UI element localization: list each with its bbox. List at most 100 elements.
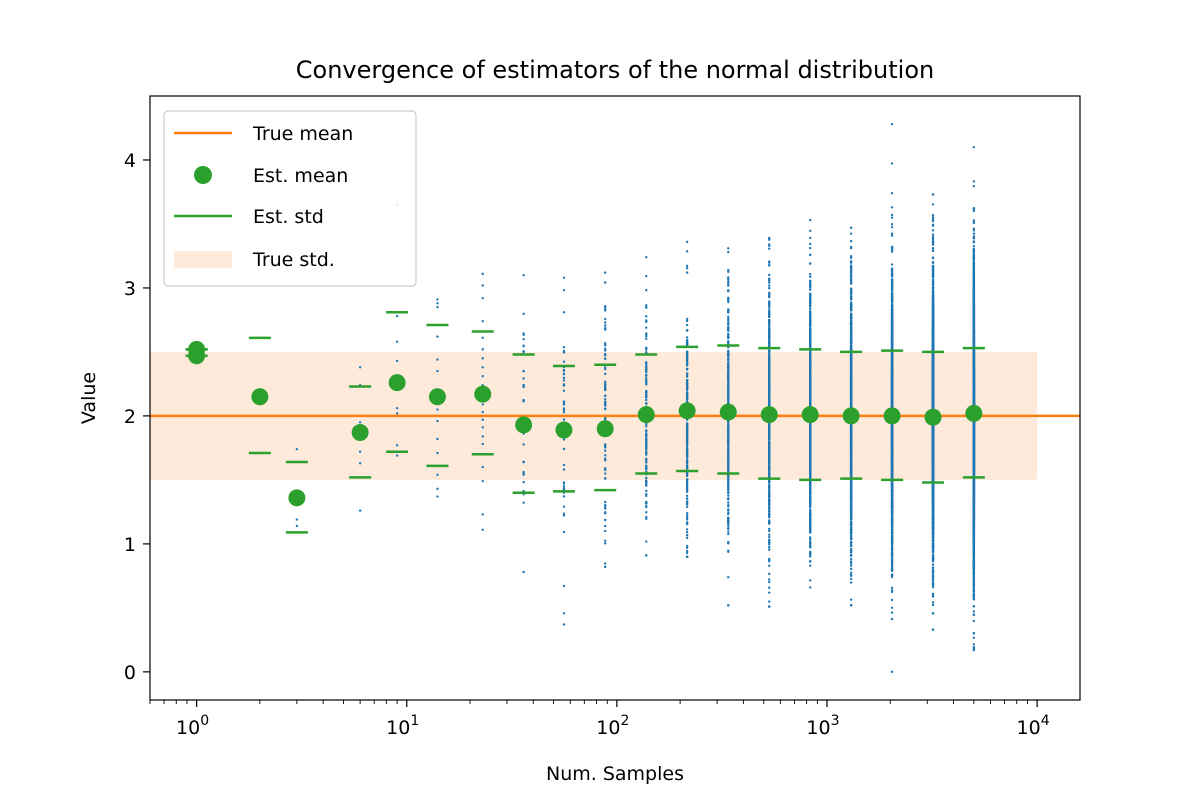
sample-point [481, 272, 484, 276]
sample-point [809, 229, 812, 233]
sample-point [727, 549, 730, 553]
sample-point [727, 509, 730, 512]
sample-point [809, 318, 812, 322]
sample-point [849, 266, 853, 269]
sample-point [727, 437, 730, 440]
sample-point [809, 322, 812, 326]
sample-point [522, 369, 525, 373]
sample-point [768, 328, 771, 332]
sample-point [562, 288, 566, 292]
sample-point [685, 458, 689, 461]
sample-point [727, 315, 730, 319]
sample-point [890, 606, 894, 609]
sample-point [522, 385, 525, 389]
sample-point [685, 319, 689, 323]
sample-point [603, 449, 607, 452]
sample-point [727, 522, 730, 525]
sample-point [562, 468, 566, 471]
sample-point [849, 256, 853, 260]
sample-point [645, 364, 648, 368]
sample-point [645, 274, 648, 278]
sample-point [809, 373, 812, 376]
sample-point [809, 519, 812, 522]
sample-point [562, 482, 566, 485]
sample-point [768, 578, 771, 581]
sample-point [849, 398, 853, 402]
sample-point [645, 517, 648, 521]
sample-point [727, 268, 730, 272]
sample-point [809, 486, 812, 489]
sample-point [603, 401, 607, 404]
sample-point [768, 446, 771, 449]
sample-point [849, 486, 853, 490]
sample-point [603, 382, 607, 386]
sample-point [562, 372, 566, 375]
sample-point [522, 443, 525, 446]
sample-point [727, 362, 730, 366]
sample-point [849, 365, 853, 368]
sample-point [603, 328, 607, 331]
sample-point [645, 511, 648, 514]
sample-point [603, 372, 607, 376]
sample-point [809, 275, 812, 278]
sample-point [603, 305, 607, 308]
sample-point [849, 269, 853, 273]
sample-point [849, 294, 853, 298]
sample-point [562, 438, 566, 441]
sample-point [768, 548, 771, 551]
sample-point [685, 343, 689, 346]
sample-point [562, 311, 566, 314]
sample-point [727, 391, 730, 395]
sample-point [685, 456, 689, 459]
sample-point [645, 483, 648, 487]
sample-point [768, 363, 771, 366]
sample-point [890, 162, 894, 165]
sample-point [809, 299, 812, 302]
sample-point [768, 464, 771, 467]
sample-point [562, 411, 566, 414]
sample-point [395, 340, 399, 343]
sample-point [809, 529, 812, 532]
sample-point [522, 570, 525, 574]
sample-point [358, 462, 362, 465]
sample-point [562, 407, 566, 410]
sample-point [809, 495, 812, 498]
sample-point [685, 396, 689, 399]
sample-point [809, 505, 812, 509]
sample-point [603, 477, 607, 480]
sample-point [727, 443, 730, 446]
sample-point [727, 369, 730, 373]
sample-point [645, 319, 648, 322]
sample-point [849, 261, 853, 264]
sample-point [685, 536, 689, 540]
sample-point [809, 490, 812, 493]
sample-point [645, 351, 648, 354]
sample-point [727, 289, 730, 293]
sample-point [849, 292, 853, 295]
sample-point [849, 459, 853, 462]
sample-point [809, 327, 812, 330]
sample-point [768, 243, 771, 246]
sample-point [603, 443, 607, 446]
sample-point [603, 529, 607, 533]
sample-point [645, 332, 648, 335]
sample-point [481, 348, 484, 351]
sample-point [603, 394, 607, 397]
sample-point [768, 454, 771, 458]
sample-point [768, 277, 771, 280]
sample-point [562, 530, 566, 534]
sample-point [727, 335, 730, 339]
sample-point [562, 584, 566, 588]
sample-point [685, 441, 689, 444]
sample-point [603, 349, 607, 352]
sample-point [685, 482, 689, 485]
sample-point [481, 357, 484, 360]
sample-point [685, 339, 689, 343]
sample-point [645, 433, 648, 436]
sample-point [768, 586, 771, 589]
sample-point [727, 280, 730, 283]
sample-point [768, 373, 771, 377]
sample-point [685, 240, 689, 244]
sample-point [436, 437, 439, 441]
sample-point [727, 501, 730, 504]
